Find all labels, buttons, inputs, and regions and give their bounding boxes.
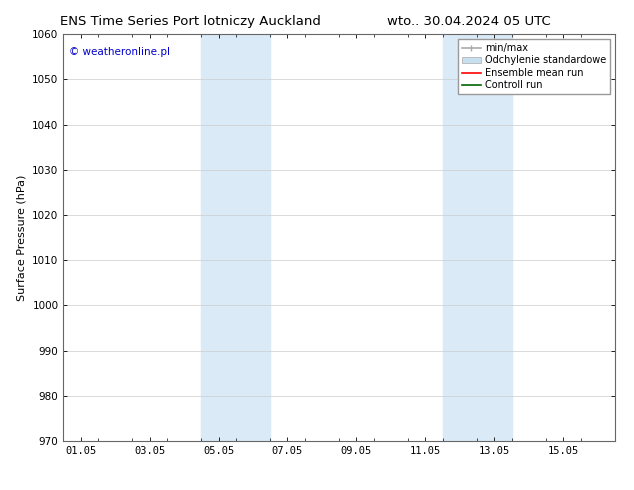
- Text: © weatheronline.pl: © weatheronline.pl: [69, 47, 170, 56]
- Text: ENS Time Series Port lotniczy Auckland: ENS Time Series Port lotniczy Auckland: [60, 15, 321, 28]
- Legend: min/max, Odchylenie standardowe, Ensemble mean run, Controll run: min/max, Odchylenie standardowe, Ensembl…: [458, 39, 610, 94]
- Text: wto.. 30.04.2024 05 UTC: wto.. 30.04.2024 05 UTC: [387, 15, 551, 28]
- Y-axis label: Surface Pressure (hPa): Surface Pressure (hPa): [16, 174, 27, 301]
- Bar: [202, 34, 270, 441]
- Bar: [443, 34, 512, 441]
